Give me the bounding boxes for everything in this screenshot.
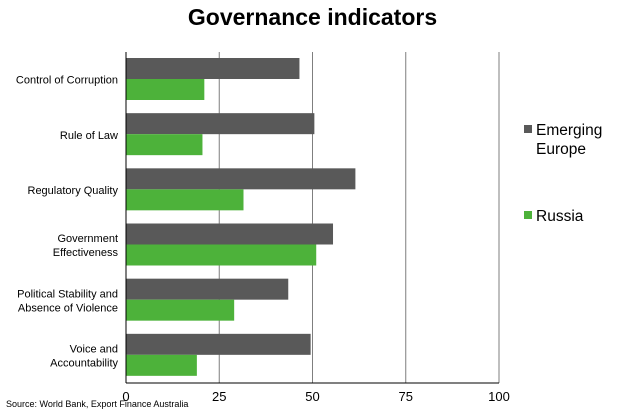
legend-item-russia: Russia [524,207,583,226]
source-note: Source: World Bank, Export Finance Austr… [6,399,189,409]
bar-russia-4 [126,299,235,321]
bar-emerging-europe-0 [126,58,300,79]
bar-russia-5 [126,354,197,376]
legend-swatch [524,211,532,219]
category-label-5-1: Accountability [50,357,118,369]
bar-emerging-europe-3 [126,223,334,245]
bar-russia-1 [126,134,203,156]
axes [125,52,499,384]
category-label-3-1: Effectiveness [53,247,119,259]
legend-swatch [524,125,532,133]
category-label-3-0: Government [57,233,118,245]
legend-label: Russia [536,208,584,225]
category-labels: Control of Corruption Rule of Law Regulato… [16,75,119,370]
x-tick-label-3: 75 [399,389,413,404]
bar-russia-0 [126,79,205,100]
bar-emerging-europe-2 [126,168,356,190]
bar-emerging-europe-1 [126,113,315,135]
category-label-1-0: Rule of Law [60,130,118,142]
x-tick-label-0: 0 [122,389,129,404]
x-tick-label-4: 100 [488,389,510,404]
category-label-4-1: Absence of Violence [18,302,118,314]
bars [126,58,356,376]
bar-russia-2 [126,189,244,211]
tick-labels: 0 25 50 75 100 [122,389,509,404]
bar-emerging-europe-5 [126,333,311,355]
bar-russia-3 [126,244,317,266]
gridlines [218,52,500,383]
chart-title: Governance indicators [187,4,438,30]
category-label-5-0: Voice and [70,343,118,355]
bar-emerging-europe-4 [126,278,289,300]
legend-label: Emerging Europe [536,122,603,158]
x-tick-label-1: 25 [212,389,226,404]
x-tick-label-2: 50 [305,389,319,404]
category-label-0-0: Control of Corruption [16,75,118,87]
legend-item-emerging-europe: Emerging Europe [524,121,602,159]
category-label-4-0: Political Stability and [17,288,118,300]
category-label-2-0: Regulatory Quality [28,185,119,197]
